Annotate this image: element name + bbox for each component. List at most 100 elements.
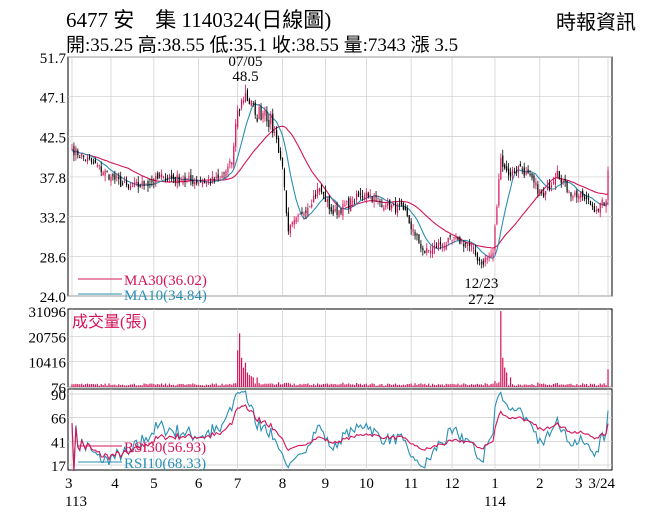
candle-body [274, 132, 276, 133]
candle-body [379, 201, 381, 203]
candle-body [443, 246, 445, 248]
candle-body [264, 110, 266, 116]
candle-body [81, 153, 83, 157]
candle-body [88, 156, 91, 159]
x-tick-label: 12 [445, 476, 460, 492]
volume-bar [593, 383, 595, 387]
candle-body [239, 109, 241, 111]
volume-bar [430, 385, 432, 387]
candle-body [406, 208, 408, 216]
volume-bar [276, 384, 278, 387]
volume-bar [580, 384, 582, 387]
candle-body [552, 182, 555, 184]
candle-body [585, 196, 588, 199]
volume-bar [124, 385, 126, 387]
candle-body [75, 147, 77, 156]
candle-body [578, 195, 580, 199]
candle-body [211, 176, 213, 183]
candle-body [315, 194, 317, 197]
candle-body [576, 190, 578, 198]
candle-body [192, 180, 194, 184]
candle-body [297, 215, 299, 217]
volume-bar [410, 383, 412, 387]
volume-bar [133, 383, 135, 387]
volume-bar [584, 384, 586, 387]
volume-bar [159, 384, 161, 387]
candle-body [474, 249, 477, 255]
volume-bar [363, 384, 365, 387]
x-tick-label: 5 [150, 476, 158, 492]
ma30-line [71, 125, 609, 249]
rsi-tick-label: 41 [51, 436, 66, 452]
candle-body [498, 179, 500, 206]
volume-bar [320, 384, 323, 387]
candle-body [188, 176, 190, 178]
candle-body [508, 168, 510, 176]
candle-body [556, 170, 558, 178]
volume-bar [595, 385, 597, 387]
candle-body [387, 201, 389, 206]
volume-panel-frame [67, 308, 613, 388]
candle-body [354, 202, 356, 204]
volume-bar [285, 382, 287, 387]
volume-bar [508, 385, 510, 387]
volume-bar [422, 384, 424, 387]
candle-body [124, 181, 126, 183]
x-tick-label: 8 [279, 476, 287, 492]
candle-body [235, 123, 237, 147]
volume-bar [412, 385, 414, 387]
candle-body [365, 192, 367, 200]
candle-body [568, 192, 570, 194]
volume-bar [203, 385, 206, 387]
volume-bar [455, 384, 457, 387]
x-year-label: 113 [65, 494, 87, 510]
volume-bar [122, 384, 124, 387]
candle-body [348, 197, 350, 209]
candle-body [122, 183, 124, 185]
volume-bar [190, 384, 192, 387]
volume-bar [277, 382, 280, 387]
candle-body [262, 113, 264, 119]
candle-body [482, 260, 484, 265]
volume-bar [182, 383, 184, 387]
candle-body [143, 180, 145, 186]
candle-body [605, 200, 607, 207]
candle-body [546, 185, 549, 191]
volume-bar [383, 385, 385, 387]
volume-bar [396, 385, 399, 387]
volume-bar [244, 362, 247, 387]
volume-bar [86, 383, 89, 387]
volume-bar [125, 385, 128, 387]
volume-bar [178, 383, 180, 387]
candle-body [506, 166, 508, 171]
volume-bar [515, 385, 518, 387]
candle-body [196, 179, 198, 184]
candle-body [106, 171, 108, 173]
candle-body [332, 209, 334, 215]
candle-body [141, 181, 143, 186]
candle-body [85, 159, 87, 161]
annotation-date: 07/05 [228, 54, 262, 70]
price-tick-label: 28.6 [40, 250, 67, 266]
volume-bar [200, 385, 202, 387]
volume-bar [373, 383, 375, 387]
candle-body [250, 100, 252, 107]
candle-body [525, 171, 527, 175]
candle-body [445, 244, 447, 250]
volume-bar [201, 385, 204, 387]
volume-bar [441, 384, 443, 387]
volume-bar [474, 384, 477, 387]
volume-bar [336, 384, 338, 387]
candle-body [135, 182, 137, 184]
volume-bar [361, 385, 364, 387]
volume-bar [176, 384, 178, 387]
ma30-legend: MA30(36.02) [124, 273, 207, 289]
volume-bar [219, 385, 221, 387]
candle-body [309, 206, 311, 208]
volume-bar [192, 383, 194, 387]
volume-bar [180, 384, 182, 387]
volume-bar [560, 384, 562, 387]
x-tick-label: 11 [404, 476, 418, 492]
candle-body [116, 176, 118, 178]
volume-bar [435, 385, 438, 387]
